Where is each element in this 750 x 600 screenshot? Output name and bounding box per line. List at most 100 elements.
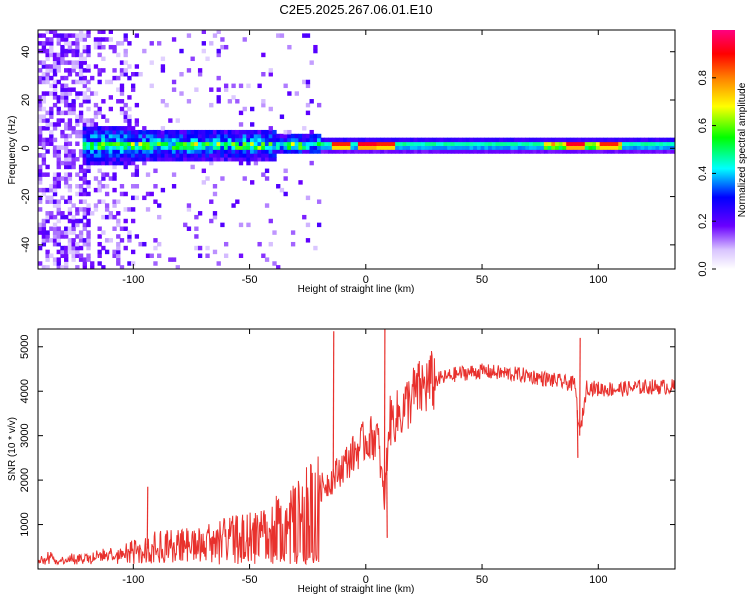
heatmap-cell	[64, 83, 69, 89]
heatmap-cell	[64, 226, 69, 231]
heatmap-cell	[116, 211, 121, 216]
heatmap-cell	[127, 156, 132, 162]
heatmap-cell	[305, 222, 311, 228]
heatmap-cell	[171, 87, 177, 92]
heatmap-cell	[123, 60, 128, 65]
heatmap-cell	[421, 149, 426, 154]
heatmap-cell	[350, 145, 355, 150]
heatmap-cell	[473, 141, 478, 146]
heatmap-cell	[78, 75, 84, 81]
heatmap-cell	[171, 141, 177, 146]
heatmap-cell	[78, 30, 84, 34]
heatmap-cell	[78, 245, 84, 251]
heatmap-cell	[71, 249, 76, 255]
heatmap-cell	[86, 48, 91, 54]
heatmap-cell	[116, 199, 121, 204]
heatmap-cell	[636, 141, 642, 146]
heatmap-cell	[90, 129, 95, 135]
heatmap-cell	[67, 230, 73, 235]
heatmap-cell	[197, 153, 203, 158]
heatmap-cell	[67, 141, 73, 146]
heatmap-cell	[436, 145, 441, 150]
heatmap-cell	[52, 199, 58, 204]
heatmap-cell	[75, 41, 80, 46]
heatmap-cell	[532, 149, 538, 154]
heatmap-cell	[78, 60, 84, 65]
heatmap-cell	[86, 87, 91, 92]
heatmap-cell	[116, 245, 121, 251]
heatmap-cell	[78, 79, 84, 85]
heatmap-cell	[90, 156, 95, 162]
heatmap-cell	[235, 133, 240, 139]
heatmap-cell	[56, 52, 61, 58]
y-tick-label: 1000	[19, 512, 31, 536]
heatmap-cell	[335, 141, 340, 146]
heatmap-cell	[246, 83, 251, 89]
heatmap-cell	[97, 153, 102, 158]
heatmap-cell	[104, 79, 110, 85]
heatmap-cell	[116, 153, 121, 158]
heatmap-cell	[45, 79, 50, 85]
heatmap-cell	[64, 176, 69, 181]
heatmap-cell	[142, 126, 147, 131]
heatmap-cell	[101, 176, 106, 181]
heatmap-cell	[71, 129, 76, 135]
heatmap-cell	[592, 137, 597, 143]
heatmap-cell	[41, 44, 47, 50]
heatmap-cell	[112, 214, 117, 220]
heatmap-cell	[41, 160, 47, 166]
heatmap-cell	[584, 149, 590, 154]
heatmap-cell	[376, 145, 381, 150]
heatmap-cell	[116, 261, 121, 266]
heatmap-cell	[454, 149, 459, 154]
heatmap-cell	[268, 72, 273, 77]
heatmap-cell	[97, 126, 102, 131]
heatmap-cell	[90, 265, 95, 269]
heatmap-cell	[242, 37, 247, 42]
heatmap-cell	[112, 156, 117, 162]
heatmap-cell	[339, 145, 344, 150]
heatmap-cell	[82, 168, 87, 174]
heatmap-cell	[108, 106, 113, 112]
heatmap-cell	[633, 145, 638, 150]
heatmap-cell	[298, 137, 303, 143]
heatmap-cell	[119, 91, 125, 96]
heatmap-cell	[130, 87, 136, 92]
heatmap-cell	[175, 118, 180, 123]
heatmap-cell	[287, 133, 292, 139]
heatmap-cell	[365, 149, 370, 154]
heatmap-cell	[261, 149, 266, 154]
heatmap-cell	[41, 106, 47, 112]
heatmap-cell	[238, 149, 244, 154]
heatmap-cell	[38, 75, 43, 81]
heatmap-cell	[97, 241, 102, 247]
heatmap-cell	[75, 172, 80, 177]
heatmap-cell	[127, 261, 132, 266]
heatmap-cell	[101, 199, 106, 204]
heatmap-cell	[209, 141, 214, 146]
heatmap-cell	[235, 145, 240, 150]
heatmap-cell	[168, 153, 173, 158]
heatmap-cell	[562, 149, 567, 154]
heatmap-cell	[93, 41, 99, 46]
heatmap-cell	[82, 156, 87, 162]
y-tick-label: 5000	[19, 335, 31, 359]
heatmap-cell	[52, 68, 58, 73]
heatmap-cell	[90, 126, 95, 131]
heatmap-cell	[157, 133, 162, 139]
heatmap-cell	[75, 114, 80, 119]
heatmap-cell	[160, 149, 166, 154]
heatmap-cell	[209, 133, 214, 139]
heatmap-cell	[60, 48, 65, 54]
heatmap-cell	[93, 149, 99, 154]
heatmap-cell	[130, 153, 136, 158]
heatmap-cell	[138, 141, 143, 146]
heatmap-cell	[201, 168, 206, 174]
heatmap-cell	[116, 52, 121, 58]
heatmap-cell	[588, 141, 593, 146]
heatmap-cell	[436, 141, 441, 146]
heatmap-cell	[93, 145, 99, 150]
heatmap-cell	[116, 160, 121, 166]
heatmap-cell	[145, 129, 151, 135]
heatmap-cell	[60, 75, 65, 81]
